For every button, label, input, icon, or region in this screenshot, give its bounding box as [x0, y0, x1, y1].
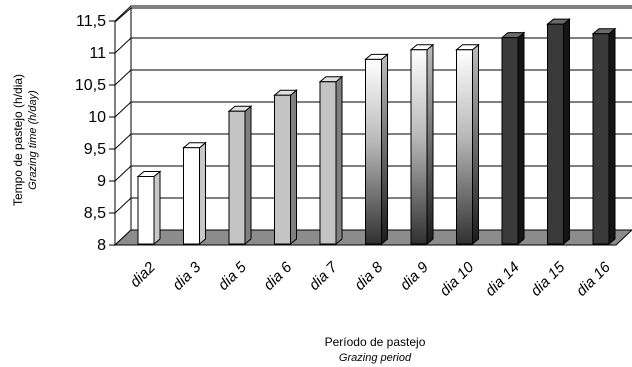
bar-side [335, 75, 343, 246]
y-axis-ticks: 8 8,5 9 9,5 10 10,5 11 11,5 [75, 13, 115, 254]
y-tick-label: 10 [88, 109, 106, 126]
bar [591, 27, 617, 246]
x-tick-label: dia 15 [527, 258, 568, 299]
x-tick-label: dia 3 [169, 258, 204, 293]
bar-side [199, 141, 206, 246]
bar-front [456, 49, 473, 245]
bar [182, 141, 207, 246]
bar-front [365, 58, 382, 245]
bar [546, 18, 571, 246]
bar-front [319, 81, 337, 245]
bar [409, 43, 435, 246]
x-tick-label: dia 16 [573, 258, 614, 299]
bar-side [153, 170, 161, 246]
bars [136, 18, 617, 246]
bar [318, 75, 344, 246]
x-tick-label: dia 5 [215, 258, 250, 293]
bar [364, 53, 389, 246]
gridline [114, 37, 632, 54]
bar [455, 43, 480, 246]
bar-front [501, 37, 519, 245]
y-tick-label: 9,5 [84, 141, 106, 158]
bar [227, 105, 253, 246]
bar-side [472, 43, 479, 246]
bar-front [274, 94, 291, 245]
bar [500, 31, 526, 246]
x-tick-label: dia 7 [306, 258, 341, 293]
gridline [114, 5, 632, 22]
y-tick-label: 8,5 [84, 205, 106, 222]
x-axis-label: Período de pastejo [325, 335, 426, 349]
y-tick-label: 11 [89, 45, 106, 62]
x-tick-label: dia 8 [351, 258, 386, 293]
y-axis-label: Tempo de pastejo (h/dia) [11, 74, 25, 206]
bar-front [547, 23, 564, 245]
bar-front [228, 110, 246, 245]
bar [273, 89, 298, 246]
bar-side [426, 43, 434, 246]
bar-side [244, 105, 252, 246]
bar-front [137, 176, 155, 245]
x-tick-label: dia 6 [260, 258, 295, 293]
bar-front [183, 147, 200, 245]
bar-front [592, 33, 610, 245]
y-tick-label: 11,5 [76, 13, 106, 30]
x-tick-label: dia 9 [397, 258, 432, 293]
x-tick-label: dia 14 [482, 259, 523, 300]
bar-side [517, 31, 525, 246]
bar [136, 170, 162, 246]
y-tick-label: 9 [97, 173, 106, 190]
bar-side [381, 53, 388, 246]
x-axis-ticks: dia2 dia 3 dia 5 dia 6 dia 7 dia 8 dia 9 dia 10… [127, 258, 615, 299]
x-tick-label: dia 10 [436, 258, 477, 299]
bar-side [290, 89, 297, 246]
bar-side [608, 27, 616, 246]
y-tick-label: 8 [97, 237, 106, 254]
plot-side-wall [114, 6, 132, 247]
bar-side [563, 18, 570, 246]
bar-front [410, 49, 428, 245]
x-tick-label: dia2 [127, 258, 160, 291]
y-axis-label-en: Grazing time (h/day) [27, 90, 39, 190]
x-axis-label-en: Grazing period [339, 352, 412, 364]
y-tick-label: 10,5 [75, 77, 106, 94]
